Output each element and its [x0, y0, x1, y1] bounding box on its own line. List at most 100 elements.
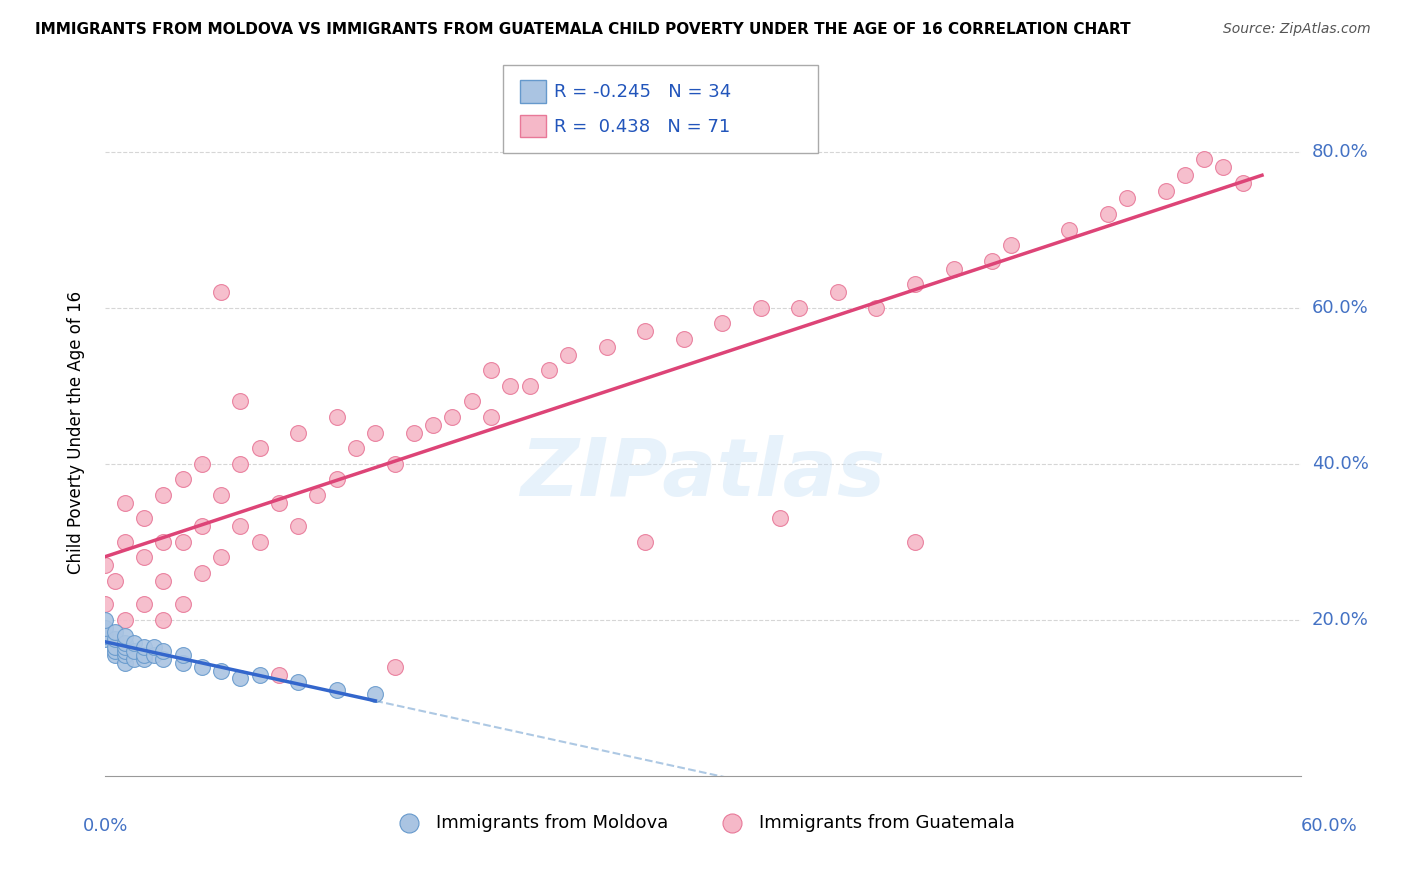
Point [287, 519, 309, 533]
Point [344, 441, 367, 455]
Point [172, 656, 194, 670]
Point [479, 363, 502, 377]
Point [172, 472, 194, 486]
Point [1232, 176, 1254, 190]
Point [132, 640, 155, 655]
Text: 80.0%: 80.0% [1312, 143, 1368, 161]
Text: ZIPatlas: ZIPatlas [520, 434, 886, 513]
Point [152, 574, 174, 588]
Y-axis label: Child Poverty Under the Age of 16: Child Poverty Under the Age of 16 [66, 291, 84, 574]
Point [191, 566, 214, 580]
Text: 0.0%: 0.0% [83, 817, 128, 835]
Point [326, 683, 349, 698]
Point [711, 316, 734, 330]
Point [172, 648, 194, 662]
Point [479, 409, 502, 424]
Point [519, 378, 541, 392]
Point [422, 417, 444, 432]
Point [209, 488, 232, 502]
Point [114, 496, 136, 510]
Point [172, 534, 194, 549]
Point [904, 277, 927, 292]
Text: IMMIGRANTS FROM MOLDOVA VS IMMIGRANTS FROM GUATEMALA CHILD POVERTY UNDER THE AGE: IMMIGRANTS FROM MOLDOVA VS IMMIGRANTS FR… [35, 22, 1130, 37]
Point [104, 574, 127, 588]
Point [326, 409, 349, 424]
Point [172, 598, 194, 612]
Point [229, 457, 252, 471]
Point [229, 672, 252, 686]
Point [142, 648, 165, 662]
Text: 40.0%: 40.0% [1312, 455, 1368, 473]
Point [152, 534, 174, 549]
Point [114, 628, 136, 642]
Legend: Immigrants from Moldova, Immigrants from Guatemala: Immigrants from Moldova, Immigrants from… [384, 806, 1022, 839]
Point [209, 285, 232, 299]
Point [104, 640, 127, 655]
Point [94, 613, 117, 627]
Point [152, 613, 174, 627]
Point [267, 667, 290, 681]
Point [634, 534, 657, 549]
Point [94, 598, 117, 612]
Point [104, 632, 127, 647]
Point [1154, 184, 1177, 198]
Point [132, 550, 155, 565]
Point [981, 253, 1004, 268]
Point [114, 636, 136, 650]
Point [132, 598, 155, 612]
Point [865, 301, 887, 315]
Point [114, 656, 136, 670]
Point [114, 644, 136, 658]
Point [769, 511, 792, 525]
Point [672, 332, 695, 346]
Point [249, 441, 271, 455]
Point [749, 301, 772, 315]
Point [152, 488, 174, 502]
Point [326, 472, 349, 486]
Point [307, 488, 329, 502]
Point [191, 519, 214, 533]
Point [441, 409, 464, 424]
Point [557, 347, 579, 362]
Point [1212, 160, 1234, 174]
Point [152, 644, 174, 658]
Text: Source: ZipAtlas.com: Source: ZipAtlas.com [1223, 22, 1371, 37]
Point [537, 363, 560, 377]
Point [267, 496, 290, 510]
Point [402, 425, 425, 440]
Point [132, 648, 155, 662]
Point [94, 628, 117, 642]
Point [104, 644, 127, 658]
Point [595, 340, 617, 354]
Point [1174, 168, 1197, 182]
Point [94, 632, 117, 647]
Point [124, 652, 146, 666]
Point [1000, 238, 1022, 252]
Point [499, 378, 522, 392]
Point [114, 613, 136, 627]
Point [104, 648, 127, 662]
Point [132, 652, 155, 666]
Point [209, 550, 232, 565]
Text: R = -0.245   N = 34: R = -0.245 N = 34 [554, 83, 731, 101]
Point [384, 457, 406, 471]
Point [1097, 207, 1119, 221]
Text: 20.0%: 20.0% [1312, 611, 1368, 629]
Text: 60.0%: 60.0% [1312, 299, 1368, 317]
Point [827, 285, 849, 299]
Point [287, 425, 309, 440]
Point [384, 660, 406, 674]
Point [191, 457, 214, 471]
Point [942, 261, 965, 276]
Point [364, 425, 387, 440]
Point [229, 394, 252, 409]
Point [789, 301, 811, 315]
Point [1057, 222, 1080, 236]
Point [124, 644, 146, 658]
Point [460, 394, 482, 409]
Point [634, 324, 657, 338]
Point [114, 640, 136, 655]
Point [114, 648, 136, 662]
Point [1192, 153, 1215, 167]
Point [249, 667, 271, 681]
